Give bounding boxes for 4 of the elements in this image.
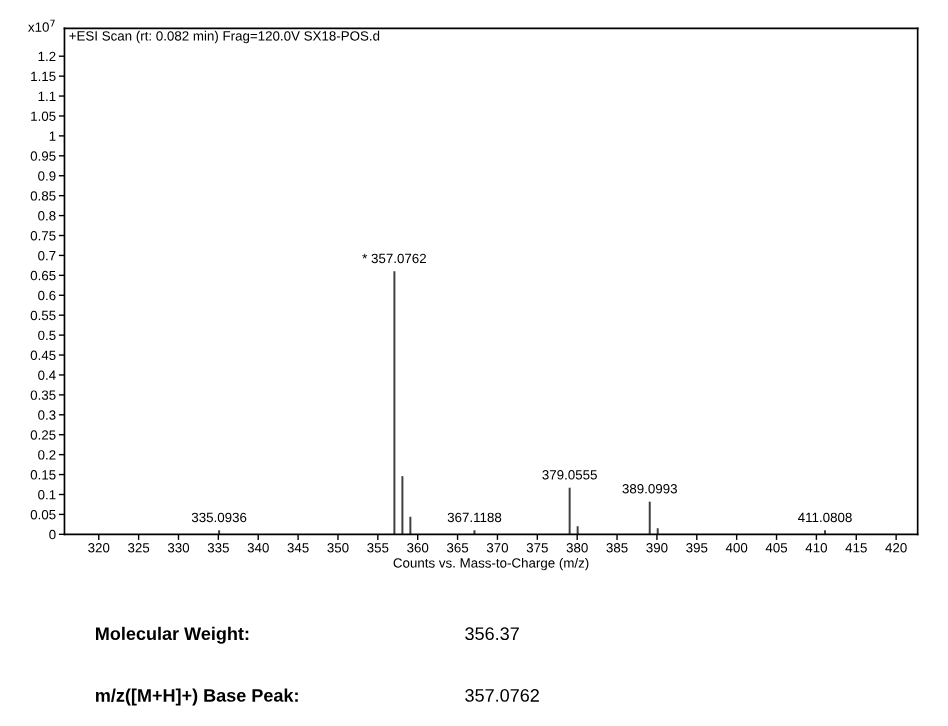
text: m/z([M+H]+) Base Peak:	[95, 688, 298, 706]
text: 356.37	[465, 627, 519, 641]
text: Molecular Weight:	[96, 626, 249, 644]
text: 357.0762	[465, 689, 539, 702]
